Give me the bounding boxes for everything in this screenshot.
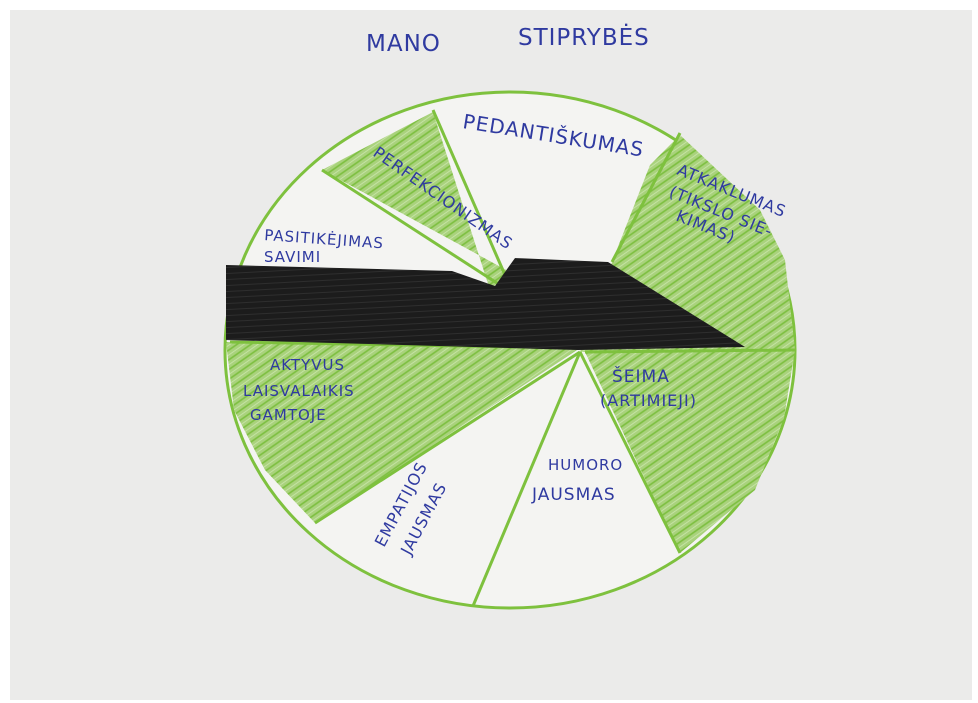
wedge-perfekcionizmas [322,112,510,290]
wedge-aktyvus [226,342,580,523]
wedge-seima [585,350,795,553]
label-seima-line2: (ARTIMIEJI) [600,391,697,410]
title-left: MANO [366,31,441,57]
label-seima: ŠEIMA (ARTIMIEJI) [600,365,697,410]
label-seima-line1: ŠEIMA [612,365,670,387]
label-humoro: HUMORO JAUSMAS [531,456,623,505]
label-humoro-line2: JAUSMAS [531,485,616,505]
label-pasitikejimas-line2: SAVIMI [264,248,321,266]
label-aktyvus-line3: GAMTOJE [250,406,327,424]
label-aktyvus-line2: LAISVALAIKIS [243,382,355,400]
label-aktyvus-line1: AKTYVUS [270,356,345,374]
black-marker-band [226,258,745,350]
label-humoro-line1: HUMORO [548,456,623,474]
title-right: STIPRYBĖS [518,23,650,51]
label-aktyvus: AKTYVUS LAISVALAIKIS GAMTOJE [243,356,355,424]
